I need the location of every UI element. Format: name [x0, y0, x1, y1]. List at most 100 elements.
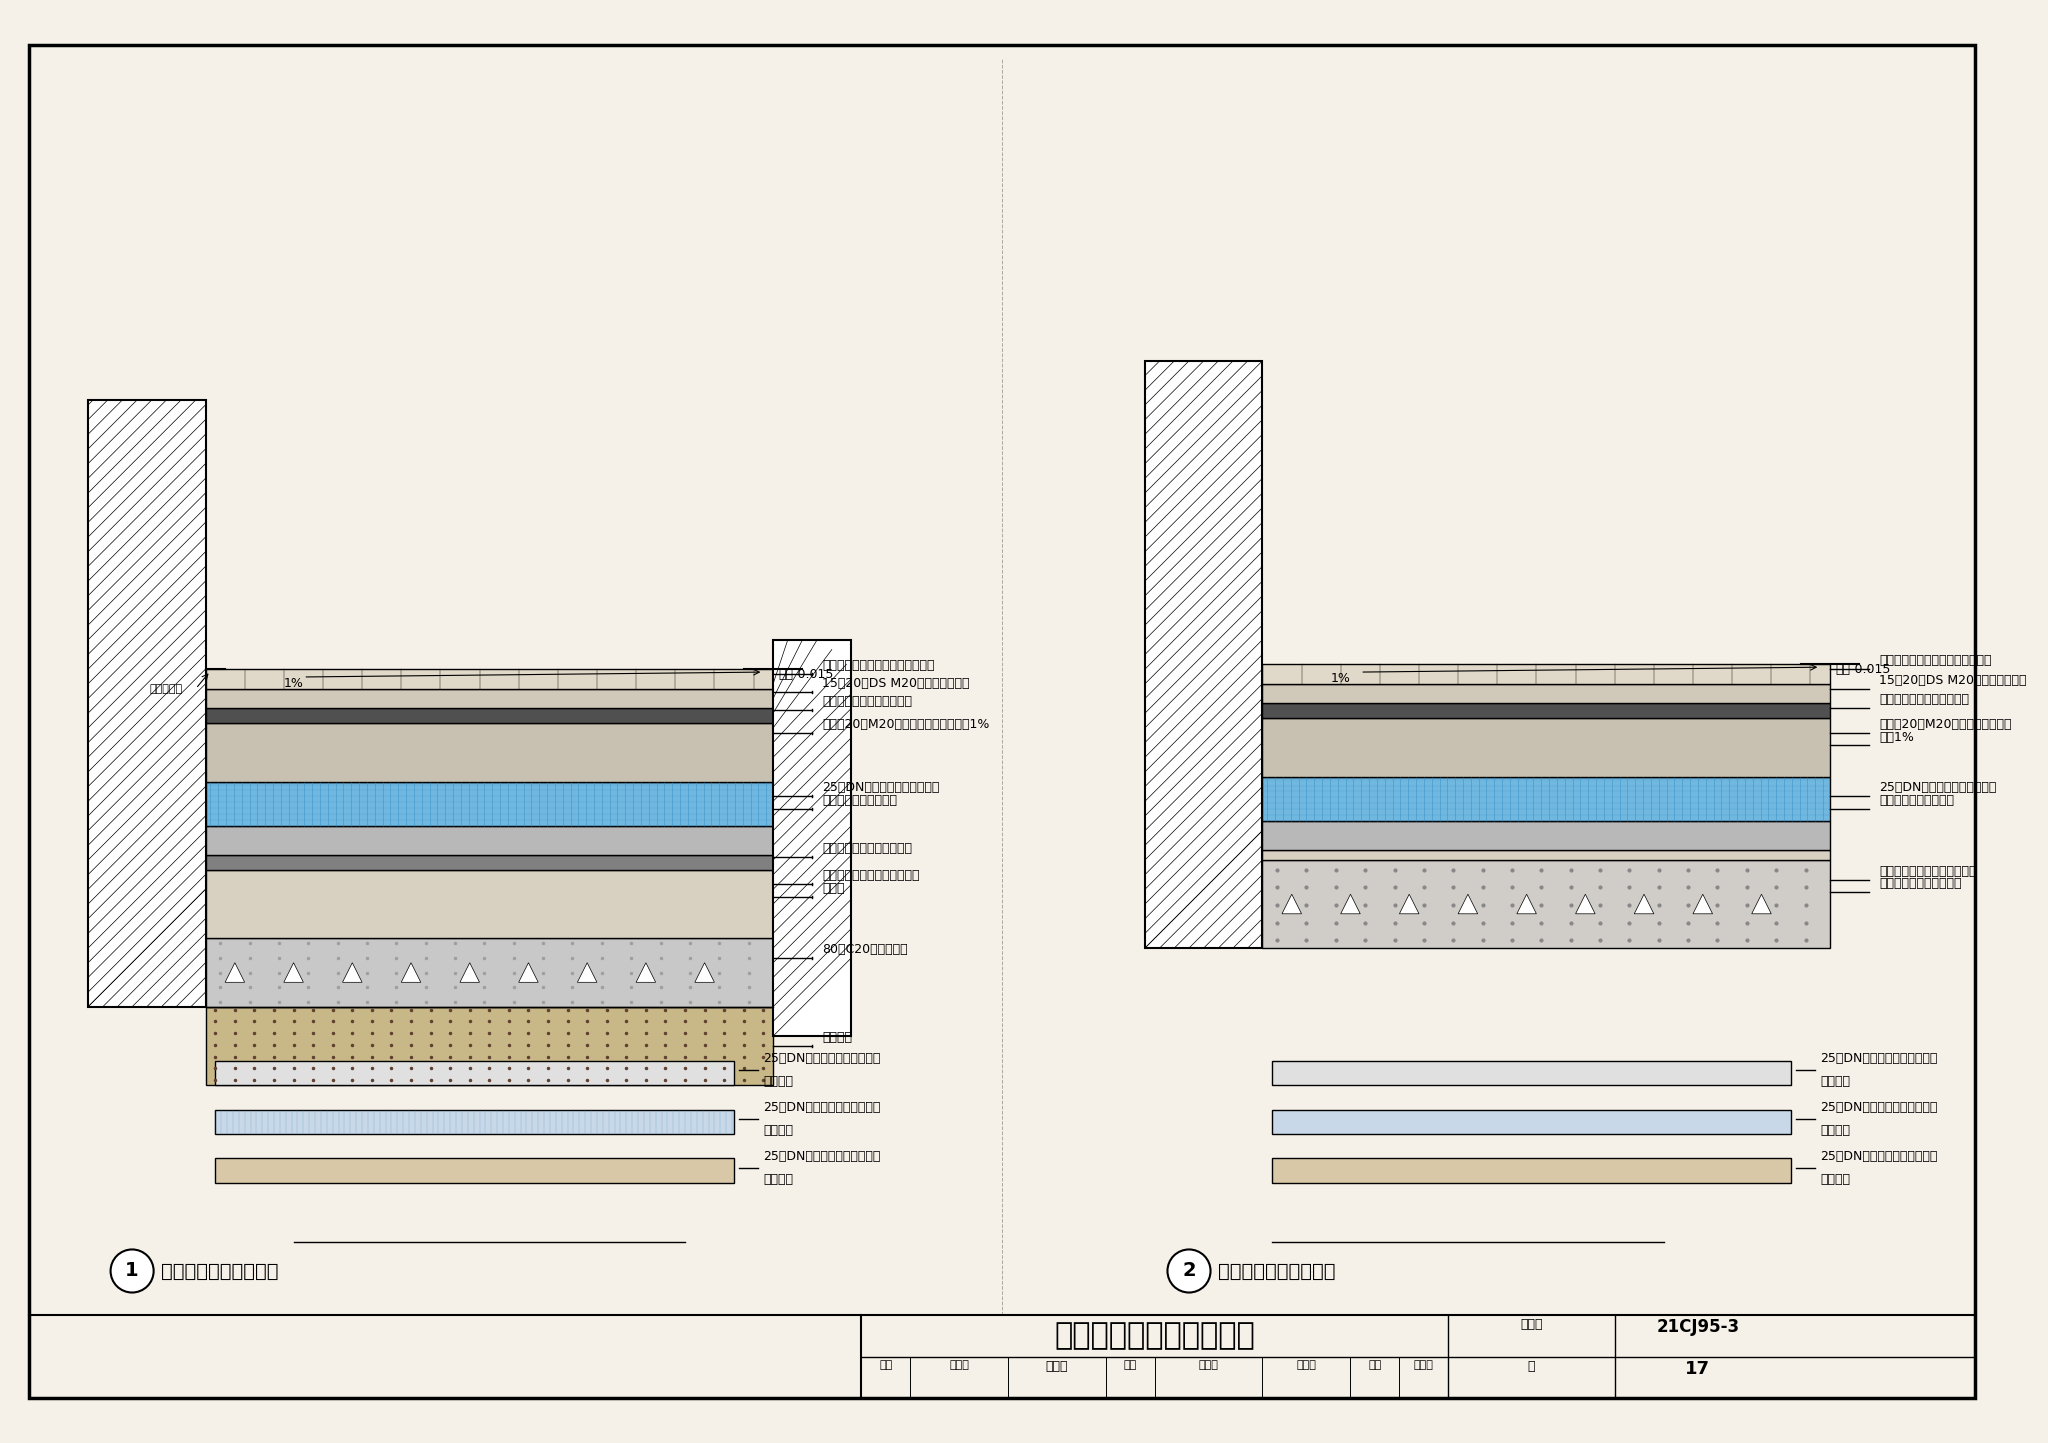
- Text: 庄函弓: 庄函弓: [1047, 1359, 1069, 1372]
- Text: 端部模块: 端部模块: [764, 1173, 793, 1186]
- Text: 21CJ95-3: 21CJ95-3: [1657, 1317, 1739, 1336]
- Bar: [215, 1110, 733, 1134]
- Text: 25厚DN装配式保温隔声地暖板: 25厚DN装配式保温隔声地暖板: [1821, 1150, 1937, 1163]
- Bar: [205, 1007, 772, 1085]
- Bar: [205, 825, 772, 856]
- Bar: [1262, 664, 1831, 684]
- Text: （内嵌碳纤维发热线）: （内嵌碳纤维发热线）: [821, 794, 897, 807]
- Text: 地砖及粘结层（见具体工程设计）: 地砖及粘结层（见具体工程设计）: [1878, 654, 1991, 667]
- Text: 地砖及粘结层（见具体工程设计）: 地砖及粘结层（见具体工程设计）: [821, 659, 934, 672]
- Text: 素土夯实: 素土夯实: [821, 1030, 852, 1043]
- Bar: [1272, 1061, 1790, 1085]
- Polygon shape: [578, 962, 596, 983]
- Text: 密封胶密封: 密封胶密封: [150, 684, 182, 694]
- Bar: [1145, 361, 1262, 948]
- Text: 1: 1: [125, 1261, 139, 1280]
- Bar: [1262, 850, 1831, 860]
- Bar: [205, 723, 772, 782]
- Polygon shape: [1518, 895, 1536, 913]
- Bar: [215, 1061, 733, 1085]
- Polygon shape: [637, 962, 655, 983]
- Text: 图集号: 图集号: [1520, 1317, 1542, 1330]
- Text: 标高-0.015: 标高-0.015: [1835, 662, 1890, 675]
- Bar: [205, 782, 772, 825]
- Bar: [1262, 821, 1831, 850]
- Bar: [205, 688, 772, 709]
- Circle shape: [111, 1250, 154, 1293]
- Text: 端部模块: 端部模块: [1821, 1173, 1849, 1186]
- Bar: [88, 400, 205, 1007]
- Polygon shape: [225, 962, 244, 983]
- Text: 25厚DN装配式保温隔声地暖板: 25厚DN装配式保温隔声地暖板: [1821, 1052, 1937, 1065]
- Text: 25厚DN装配式保温隔声地暖板: 25厚DN装配式保温隔声地暖板: [1878, 782, 1997, 795]
- Polygon shape: [1634, 895, 1655, 913]
- Text: 80厚C20混凝土垫层: 80厚C20混凝土垫层: [821, 942, 907, 955]
- Polygon shape: [342, 962, 362, 983]
- Text: 防水层（见具体工程设计）: 防水层（见具体工程设计）: [1878, 693, 1968, 706]
- Bar: [1262, 860, 1831, 948]
- Polygon shape: [401, 962, 420, 983]
- Text: 2: 2: [1182, 1261, 1196, 1280]
- Circle shape: [1167, 1250, 1210, 1293]
- Bar: [1272, 1159, 1790, 1183]
- Polygon shape: [461, 962, 479, 983]
- Polygon shape: [694, 962, 715, 983]
- Text: 25厚DN装配式保温隔声地暖板: 25厚DN装配式保温隔声地暖板: [764, 1150, 881, 1163]
- Bar: [772, 639, 852, 1036]
- Text: 审核: 审核: [879, 1359, 893, 1369]
- Text: 设计）: 设计）: [821, 882, 844, 895]
- Text: 最薄处20厚M20水泥砂浆找坡层，: 最薄处20厚M20水泥砂浆找坡层，: [1878, 717, 2011, 730]
- Bar: [205, 709, 772, 723]
- Bar: [205, 938, 772, 1007]
- Bar: [205, 670, 772, 688]
- Text: 最薄处20厚M20水泥砂浆找坡层，找坡1%: 最薄处20厚M20水泥砂浆找坡层，找坡1%: [821, 717, 989, 730]
- Text: 板上现浇叠合层随捣随抹: 板上现浇叠合层随捣随抹: [1878, 877, 1962, 890]
- Polygon shape: [518, 962, 539, 983]
- Text: 25厚DN装配式保温隔声地暖板: 25厚DN装配式保温隔声地暖板: [1821, 1101, 1937, 1114]
- Polygon shape: [1341, 895, 1360, 913]
- Text: 17: 17: [1686, 1359, 1710, 1378]
- Bar: [205, 870, 772, 938]
- Polygon shape: [285, 962, 303, 983]
- Text: 标准模块: 标准模块: [764, 1075, 793, 1088]
- Bar: [1262, 703, 1831, 719]
- Text: 校对: 校对: [1124, 1359, 1137, 1369]
- Text: 设计: 设计: [1368, 1359, 1382, 1369]
- Bar: [1262, 776, 1831, 821]
- Text: 主线模块: 主线模块: [764, 1124, 793, 1137]
- Polygon shape: [1751, 895, 1772, 913]
- Polygon shape: [1282, 895, 1303, 913]
- Bar: [1272, 1110, 1790, 1134]
- Polygon shape: [1575, 895, 1595, 913]
- Text: 找坡1%: 找坡1%: [1878, 730, 1913, 743]
- Text: 15～20厚DS M20水泥砂浆保护层: 15～20厚DS M20水泥砂浆保护层: [821, 677, 969, 690]
- Polygon shape: [1458, 895, 1479, 913]
- Text: 标高-0.015: 标高-0.015: [778, 668, 834, 681]
- Text: 现浇钢筋混凝土楼板或预制楼: 现浇钢筋混凝土楼板或预制楼: [1878, 864, 1976, 877]
- Text: 防潮层（见具体工程设计）: 防潮层（见具体工程设计）: [821, 843, 911, 856]
- Text: 有水房间楼地面构造做法: 有水房间楼地面构造做法: [1055, 1322, 1255, 1351]
- Text: 15～20厚DS M20水泥砂浆保护层: 15～20厚DS M20水泥砂浆保护层: [1878, 674, 2025, 687]
- Text: 唐海燕: 唐海燕: [1296, 1359, 1317, 1369]
- Text: 25厚DN装配式保温隔声地暖板: 25厚DN装配式保温隔声地暖板: [821, 782, 940, 795]
- Text: 25厚DN装配式保温隔声地暖板: 25厚DN装配式保温隔声地暖板: [764, 1052, 881, 1065]
- Text: 防水层（见具体工程设计）: 防水层（见具体工程设计）: [821, 696, 911, 709]
- Text: 25厚DN装配式保温隔声地暖板: 25厚DN装配式保温隔声地暖板: [764, 1101, 881, 1114]
- Text: 赵文平: 赵文平: [1413, 1359, 1434, 1369]
- Polygon shape: [1399, 895, 1419, 913]
- Text: 有水房间楼面构造做法: 有水房间楼面构造做法: [1219, 1261, 1335, 1280]
- Bar: [1262, 719, 1831, 776]
- Bar: [1262, 684, 1831, 703]
- Polygon shape: [1694, 895, 1712, 913]
- Text: （内嵌碳纤维发热线）: （内嵌碳纤维发热线）: [1878, 794, 1954, 807]
- Text: 标准模块: 标准模块: [1821, 1075, 1849, 1088]
- Bar: [205, 856, 772, 870]
- Text: 有水房间地面构造做法: 有水房间地面构造做法: [162, 1261, 279, 1280]
- Text: 1%: 1%: [1331, 672, 1350, 685]
- Text: 主线模块: 主线模块: [1821, 1124, 1849, 1137]
- Text: 唐海军: 唐海军: [948, 1359, 969, 1369]
- Text: 页: 页: [1528, 1359, 1536, 1372]
- Text: 唐海燕: 唐海燕: [1198, 1359, 1219, 1369]
- Text: 1%: 1%: [283, 677, 303, 690]
- Bar: [215, 1159, 733, 1183]
